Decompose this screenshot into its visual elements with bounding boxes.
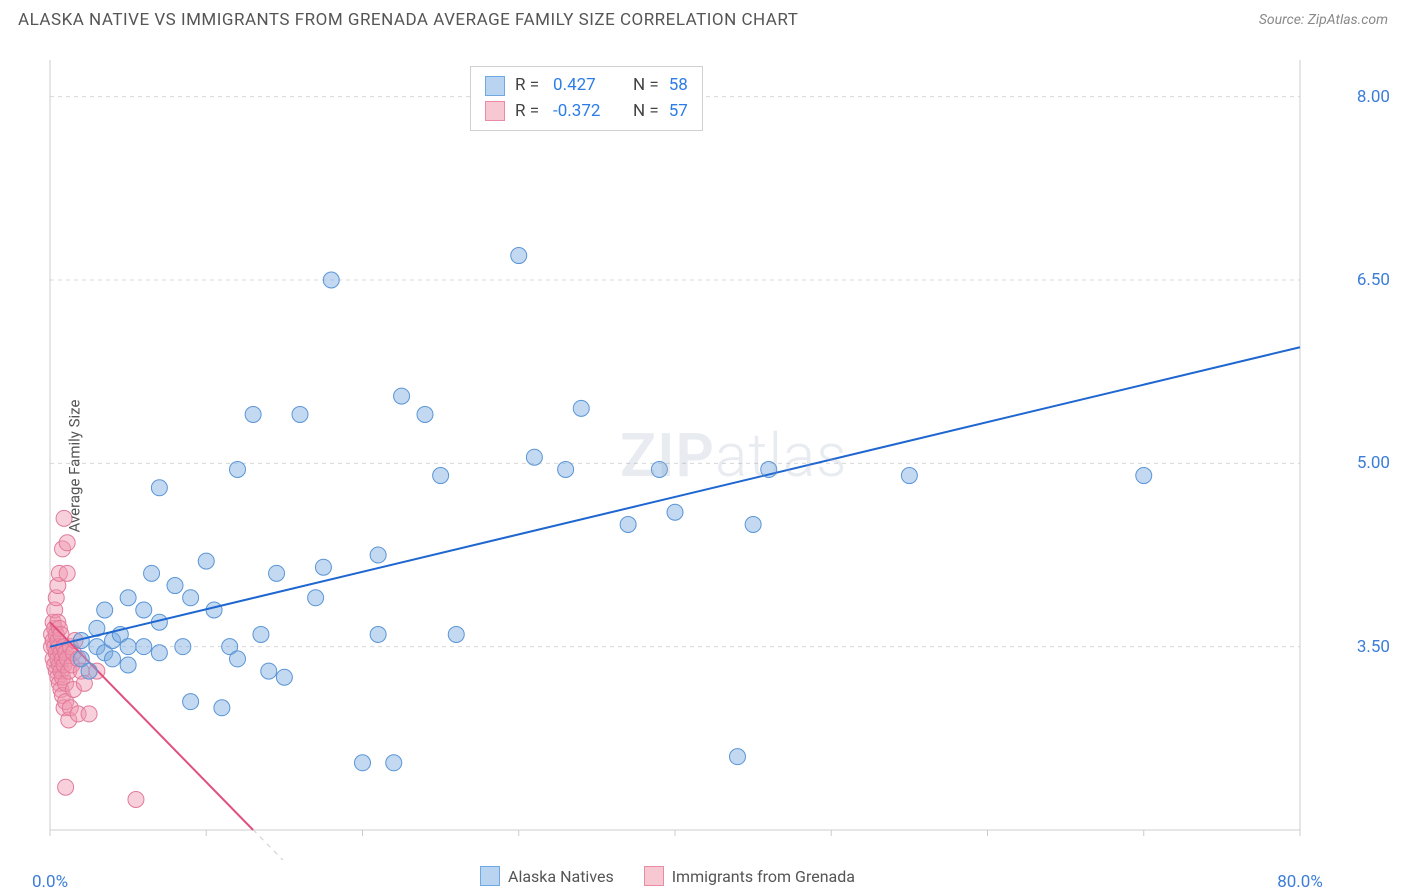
x-tick-label: 0.0% (32, 872, 68, 892)
legend-row: R =0.427 N =58 (485, 73, 688, 99)
series-legend: Alaska Natives Immigrants from Grenada (480, 866, 855, 886)
chart-area: Average Family Size ZIPatlas R =0.427 N … (0, 40, 1406, 892)
y-tick-label: 8.00 (1357, 87, 1390, 107)
legend-swatch (485, 101, 505, 121)
y-tick-label: 6.50 (1357, 270, 1390, 290)
correlation-legend: R =0.427 N =58 R =-0.372 N =57 (470, 66, 703, 131)
legend-item: Immigrants from Grenada (644, 866, 855, 886)
legend-item: Alaska Natives (480, 866, 614, 886)
legend-swatch (644, 866, 664, 886)
y-axis-label: Average Family Size (65, 400, 83, 533)
chart-svg (0, 40, 1406, 860)
x-tick-label: 80.0% (1277, 872, 1323, 892)
chart-title: ALASKA NATIVE VS IMMIGRANTS FROM GRENADA… (18, 10, 798, 30)
legend-row: R =-0.372 N =57 (485, 99, 688, 125)
y-tick-label: 5.00 (1357, 453, 1390, 473)
source-label: Source: ZipAtlas.com (1259, 12, 1388, 28)
legend-swatch (485, 76, 505, 96)
y-tick-label: 3.50 (1357, 637, 1390, 657)
legend-swatch (480, 866, 500, 886)
